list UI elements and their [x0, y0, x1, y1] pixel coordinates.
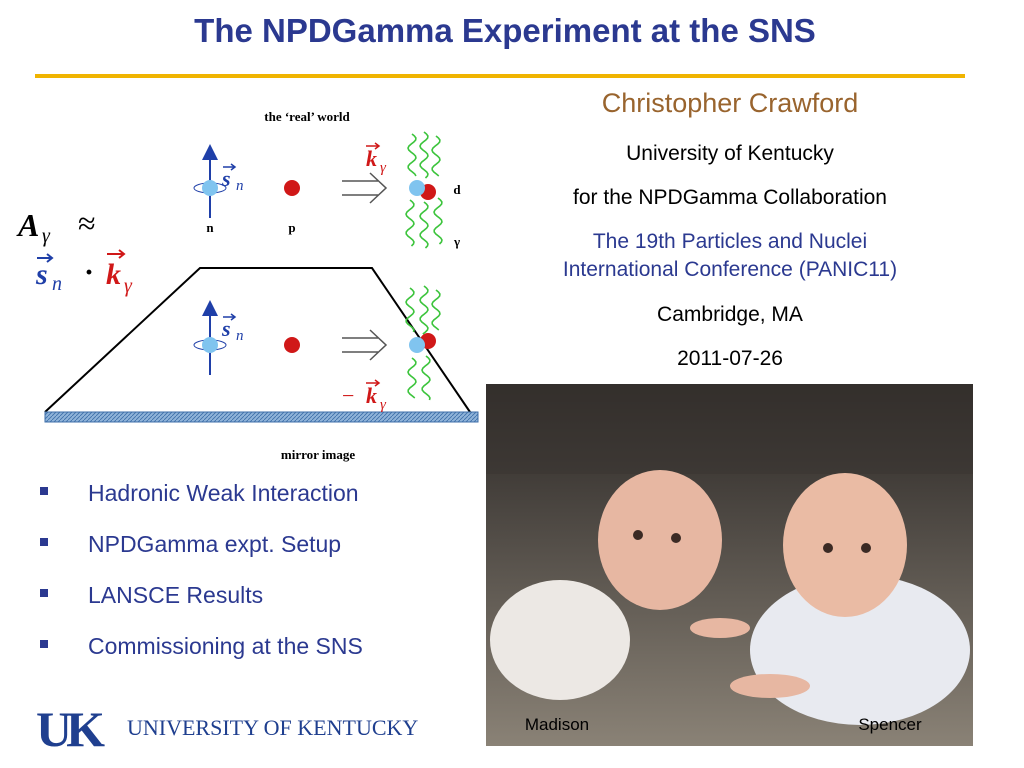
label-p: p — [288, 220, 295, 235]
title-rule — [35, 74, 965, 78]
formula-s: s — [35, 258, 48, 291]
gamma-waves — [405, 131, 443, 401]
reaction-arrow — [342, 329, 388, 361]
label-n: n — [206, 220, 214, 235]
gamma-wave — [433, 197, 443, 245]
author: Christopher Crawford — [602, 88, 859, 118]
spin-sub: n — [236, 178, 244, 194]
bullet-text: Hadronic Weak Interaction — [88, 480, 359, 506]
slide-title: The NPDGamma Experiment at the SNS — [194, 12, 816, 49]
photo — [486, 384, 973, 746]
gamma-wave — [431, 135, 441, 177]
photo-caption: Madison — [525, 715, 589, 734]
deuteron-neutron — [409, 337, 425, 353]
gamma-wave — [405, 287, 415, 333]
conference-line: The 19th Particles and Nuclei — [593, 230, 867, 253]
bullet-marker — [40, 487, 48, 495]
proton — [284, 337, 300, 353]
logo-mark: UK — [36, 701, 105, 757]
logo-text: UNIVERSITY OF KENTUCKY — [127, 715, 418, 740]
photo-caption: Spencer — [858, 715, 922, 734]
formula-dot: · — [84, 256, 94, 289]
university: University of Kentucky — [626, 142, 834, 165]
momentum-sub: γ — [380, 397, 387, 413]
mirror — [44, 411, 479, 423]
date: 2011-07-26 — [677, 347, 783, 370]
gamma-wave — [419, 131, 429, 179]
momentum-sub: γ — [380, 160, 387, 176]
proton — [284, 180, 300, 196]
location: Cambridge, MA — [657, 303, 803, 326]
spin-symbol: s — [221, 316, 231, 341]
gamma-wave — [407, 133, 417, 177]
minus-sign: − — [342, 383, 354, 408]
formula-lhs: A — [16, 207, 39, 243]
momentum-symbol: k — [366, 146, 377, 171]
bullet-text: LANSCE Results — [88, 582, 263, 608]
formula-k: k — [106, 258, 121, 291]
gamma-wave — [419, 285, 429, 335]
bullet-list: Hadronic Weak Interaction NPDGamma expt. … — [40, 480, 363, 659]
vec-arrow — [107, 249, 126, 259]
vec-arrow — [223, 313, 237, 321]
deuteron-neutron — [409, 180, 425, 196]
gamma-wave — [431, 289, 441, 331]
gamma-wave — [419, 201, 429, 249]
reaction-arrow — [342, 172, 388, 204]
conference-line: International Conference (PANIC11) — [563, 258, 897, 281]
bullet-text: NPDGamma expt. Setup — [88, 531, 341, 557]
diagram-bottom-label: mirror image — [281, 447, 355, 462]
neutron — [202, 337, 218, 353]
spin-sub: n — [236, 328, 244, 344]
gamma-wave — [421, 355, 431, 401]
parity-diagram: the ‘real’ world mirror image n p d γ s … — [44, 109, 479, 462]
gamma-wave — [405, 199, 415, 247]
vec-arrow — [366, 142, 381, 150]
formula: A γ ≈ s n · k γ — [16, 205, 133, 297]
collaboration: for the NPDGamma Collaboration — [573, 186, 887, 209]
formula-k-sub: γ — [124, 275, 133, 297]
diagram-top-label: the ‘real’ world — [264, 109, 350, 124]
gamma-wave — [407, 357, 417, 399]
label-gamma: γ — [453, 234, 460, 249]
vec-arrow — [366, 379, 381, 387]
bullet-text: Commissioning at the SNS — [88, 633, 363, 659]
label-d: d — [453, 182, 461, 197]
bullet-marker — [40, 538, 48, 546]
momentum-symbol: k — [366, 383, 377, 408]
formula-s-sub: n — [52, 273, 62, 295]
neutron — [202, 180, 218, 196]
bullet-marker — [40, 640, 48, 648]
spin-symbol: s — [221, 166, 231, 191]
vec-arrow — [37, 253, 54, 263]
bullet-marker — [40, 589, 48, 597]
vec-arrow — [223, 163, 237, 171]
formula-approx: ≈ — [78, 205, 96, 241]
formula-lhs-sub: γ — [42, 225, 51, 247]
